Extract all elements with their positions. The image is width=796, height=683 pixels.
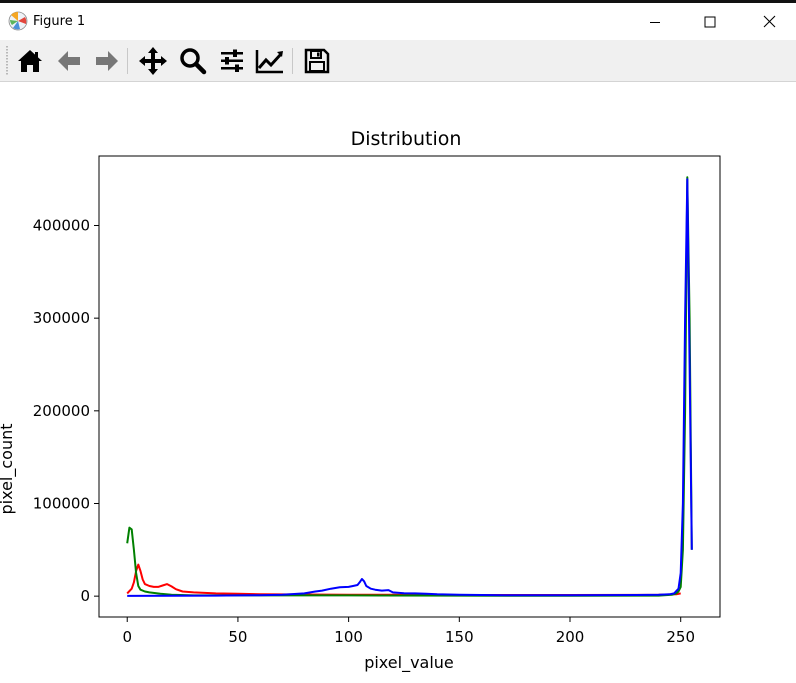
pan-button[interactable] <box>137 45 169 77</box>
close-icon <box>763 15 775 28</box>
y-tick-label: 300000 <box>33 309 90 327</box>
x-axis-label: pixel_value <box>364 653 454 673</box>
save-button[interactable] <box>301 45 333 77</box>
toolbar-separator <box>292 48 293 74</box>
minimize-icon <box>650 21 660 23</box>
x-tick-label: 50 <box>228 628 247 646</box>
y-axis: 0 100000 200000 300000 400000 <box>33 216 99 605</box>
edit-axes-button[interactable] <box>254 45 286 77</box>
plot-area[interactable] <box>98 155 721 618</box>
back-arrow-icon <box>58 51 80 71</box>
window-titlebar[interactable]: Figure 1 <box>0 3 796 40</box>
toolbar-separator <box>127 48 128 74</box>
x-tick-label: 0 <box>122 628 132 646</box>
matplotlib-icon <box>8 11 28 31</box>
zoom-button[interactable] <box>177 45 209 77</box>
y-axis-label: pixel_count <box>0 423 17 514</box>
edit-axes-icon <box>255 50 283 74</box>
toolbar-grip[interactable] <box>6 46 8 76</box>
y-tick-label: 100000 <box>33 494 90 512</box>
series-line-3 <box>127 178 693 597</box>
pan-move-icon <box>139 47 167 75</box>
y-tick-label: 400000 <box>33 216 90 234</box>
forward-arrow-icon <box>96 51 118 71</box>
minimize-button[interactable] <box>632 3 678 40</box>
close-button[interactable] <box>746 3 792 40</box>
maximize-button[interactable] <box>687 3 733 40</box>
x-tick-label: 250 <box>666 628 695 646</box>
back-button[interactable] <box>53 45 85 77</box>
forward-button[interactable] <box>91 45 123 77</box>
x-tick-label: 150 <box>445 628 474 646</box>
maximize-icon <box>704 16 716 27</box>
chart-title: Distribution <box>351 128 462 150</box>
subplots-sliders-icon <box>221 49 243 72</box>
x-tick-label: 200 <box>556 628 585 646</box>
axes-frame <box>98 155 721 618</box>
x-axis: 0 50 100 150 200 250 <box>122 617 695 646</box>
screen-top-edge <box>0 0 796 3</box>
x-tick-label: 100 <box>334 628 363 646</box>
zoom-magnifier-icon <box>180 48 207 75</box>
home-button[interactable] <box>14 45 46 77</box>
navigation-toolbar <box>0 40 796 82</box>
configure-subplots-button[interactable] <box>216 45 248 77</box>
y-tick-label: 200000 <box>33 402 90 420</box>
window-title: Figure 1 <box>33 14 86 29</box>
home-icon <box>18 50 42 72</box>
figure-canvas[interactable]: Distribution 0 50 100 150 200 250 0 100000 2000… <box>0 82 796 683</box>
series-line-2 <box>126 176 693 597</box>
save-floppy-icon <box>304 48 330 74</box>
series-layer <box>126 176 693 597</box>
y-tick-label: 0 <box>80 587 90 605</box>
